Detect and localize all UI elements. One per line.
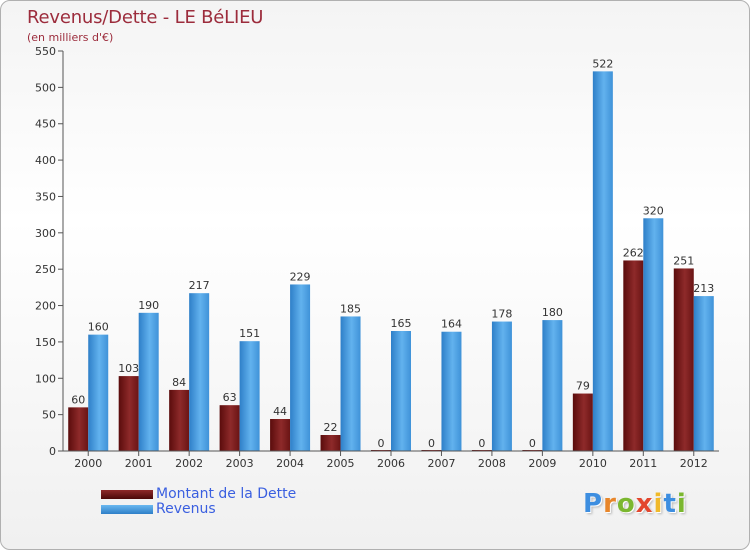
- logo-letter: o: [616, 489, 636, 519]
- legend-swatch-revenus: [101, 505, 153, 514]
- logo-letter: t: [663, 489, 677, 519]
- y-tick-label: 400: [35, 154, 56, 167]
- x-tick-label: 2004: [276, 457, 304, 470]
- bars: 60 160 103 190 84 217 63 151 44 229 22 185 0 165 0 164 0…: [68, 57, 714, 451]
- bar-revenus: [189, 293, 210, 451]
- y-tick-label: 500: [35, 81, 56, 94]
- data-label-revenus: 320: [643, 204, 664, 217]
- bar-revenus: [88, 334, 109, 451]
- data-label-revenus: 217: [189, 279, 210, 292]
- data-label-debt: 79: [576, 380, 590, 393]
- y-tick-label: 150: [35, 336, 56, 349]
- y-tick-label: 350: [35, 190, 56, 203]
- data-label-revenus: 185: [340, 302, 361, 315]
- bar-revenus: [643, 218, 664, 451]
- data-label-debt: 63: [223, 391, 237, 404]
- x-tick-label: 2010: [579, 457, 607, 470]
- y-tick-label: 200: [35, 300, 56, 313]
- bar-revenus: [441, 331, 462, 451]
- bar-debt: [68, 407, 89, 451]
- data-label-revenus: 160: [88, 321, 109, 334]
- legend-label-debt: Montant de la Dette: [156, 486, 297, 502]
- x-tick-label: 2001: [125, 457, 153, 470]
- bar-revenus: [592, 71, 613, 451]
- x-tick-label: 2012: [680, 457, 708, 470]
- bar-revenus: [491, 321, 512, 451]
- logo-letter: P: [583, 489, 604, 519]
- data-label-revenus: 522: [592, 57, 613, 70]
- data-label-revenus: 151: [239, 327, 260, 340]
- chart-title: Revenus/Dette - LE BéLIEU: [27, 7, 264, 28]
- data-label-debt: 0: [428, 437, 435, 450]
- logo-letter: i: [653, 489, 664, 519]
- x-tick-label: 2009: [528, 457, 556, 470]
- logo-letter: r: [603, 489, 617, 519]
- bar-debt: [118, 376, 139, 451]
- y-tick-label: 0: [49, 445, 56, 458]
- y-tick-label: 100: [35, 372, 56, 385]
- data-label-debt: 22: [324, 421, 338, 434]
- bar-revenus: [542, 320, 563, 451]
- bar-revenus: [138, 312, 159, 451]
- data-label-debt: 251: [673, 254, 694, 267]
- data-label-debt: 0: [478, 437, 485, 450]
- data-label-revenus: 229: [290, 270, 311, 283]
- data-label-debt: 44: [273, 405, 287, 418]
- bar-debt: [572, 393, 593, 451]
- data-label-revenus: 164: [441, 318, 462, 331]
- data-label-revenus: 178: [491, 308, 512, 321]
- x-tick-label: 2007: [427, 457, 455, 470]
- bar-revenus: [391, 331, 411, 451]
- legend-label-revenus: Revenus: [156, 501, 216, 517]
- x-axis: 2000 2001 2002 2003 2004 2005 2006 2007 2008 2009…: [63, 450, 719, 470]
- data-label-debt: 103: [118, 362, 139, 375]
- data-label-debt: 0: [529, 437, 536, 450]
- data-label-debt: 262: [623, 246, 644, 259]
- y-tick-label: 250: [35, 263, 56, 276]
- x-tick-label: 2006: [377, 457, 405, 470]
- y-tick-label: 50: [42, 409, 56, 422]
- bar-debt: [169, 389, 190, 451]
- x-tick-label: 2002: [175, 457, 203, 470]
- x-tick-label: 2011: [629, 457, 657, 470]
- data-label-debt: 60: [71, 393, 85, 406]
- legend-swatch-debt: [101, 490, 153, 499]
- data-label-revenus: 165: [391, 317, 412, 330]
- bar-revenus: [340, 316, 361, 451]
- bar-debt: [320, 435, 341, 451]
- data-label-debt: 0: [378, 437, 385, 450]
- data-label-revenus: 213: [693, 282, 714, 295]
- x-tick-label: 2000: [74, 457, 102, 470]
- y-tick-label: 450: [35, 118, 56, 131]
- x-tick-label: 2008: [478, 457, 506, 470]
- bar-debt: [219, 405, 240, 451]
- x-tick-label: 2003: [226, 457, 254, 470]
- bar-revenus: [693, 296, 714, 451]
- bar-debt: [673, 268, 694, 451]
- bar-debt: [623, 260, 644, 451]
- bar-debt: [270, 419, 291, 451]
- data-label-revenus: 190: [138, 299, 159, 312]
- bar-revenus: [290, 284, 311, 451]
- data-label-revenus: 180: [542, 306, 563, 319]
- logo-letter: x: [635, 489, 654, 519]
- proxiti-logo: Proxiti: [583, 489, 687, 519]
- y-tick-label: 300: [35, 227, 56, 240]
- chart-subtitle: (en milliers d'€): [27, 31, 114, 44]
- bar-revenus: [239, 341, 260, 451]
- x-tick-label: 2005: [327, 457, 355, 470]
- data-label-debt: 84: [172, 376, 186, 389]
- logo-letter: i: [676, 489, 687, 519]
- y-axis: 0 50 100 150 200 250 300 350 400 450 500 550: [35, 45, 64, 458]
- y-tick-label: 550: [35, 45, 56, 58]
